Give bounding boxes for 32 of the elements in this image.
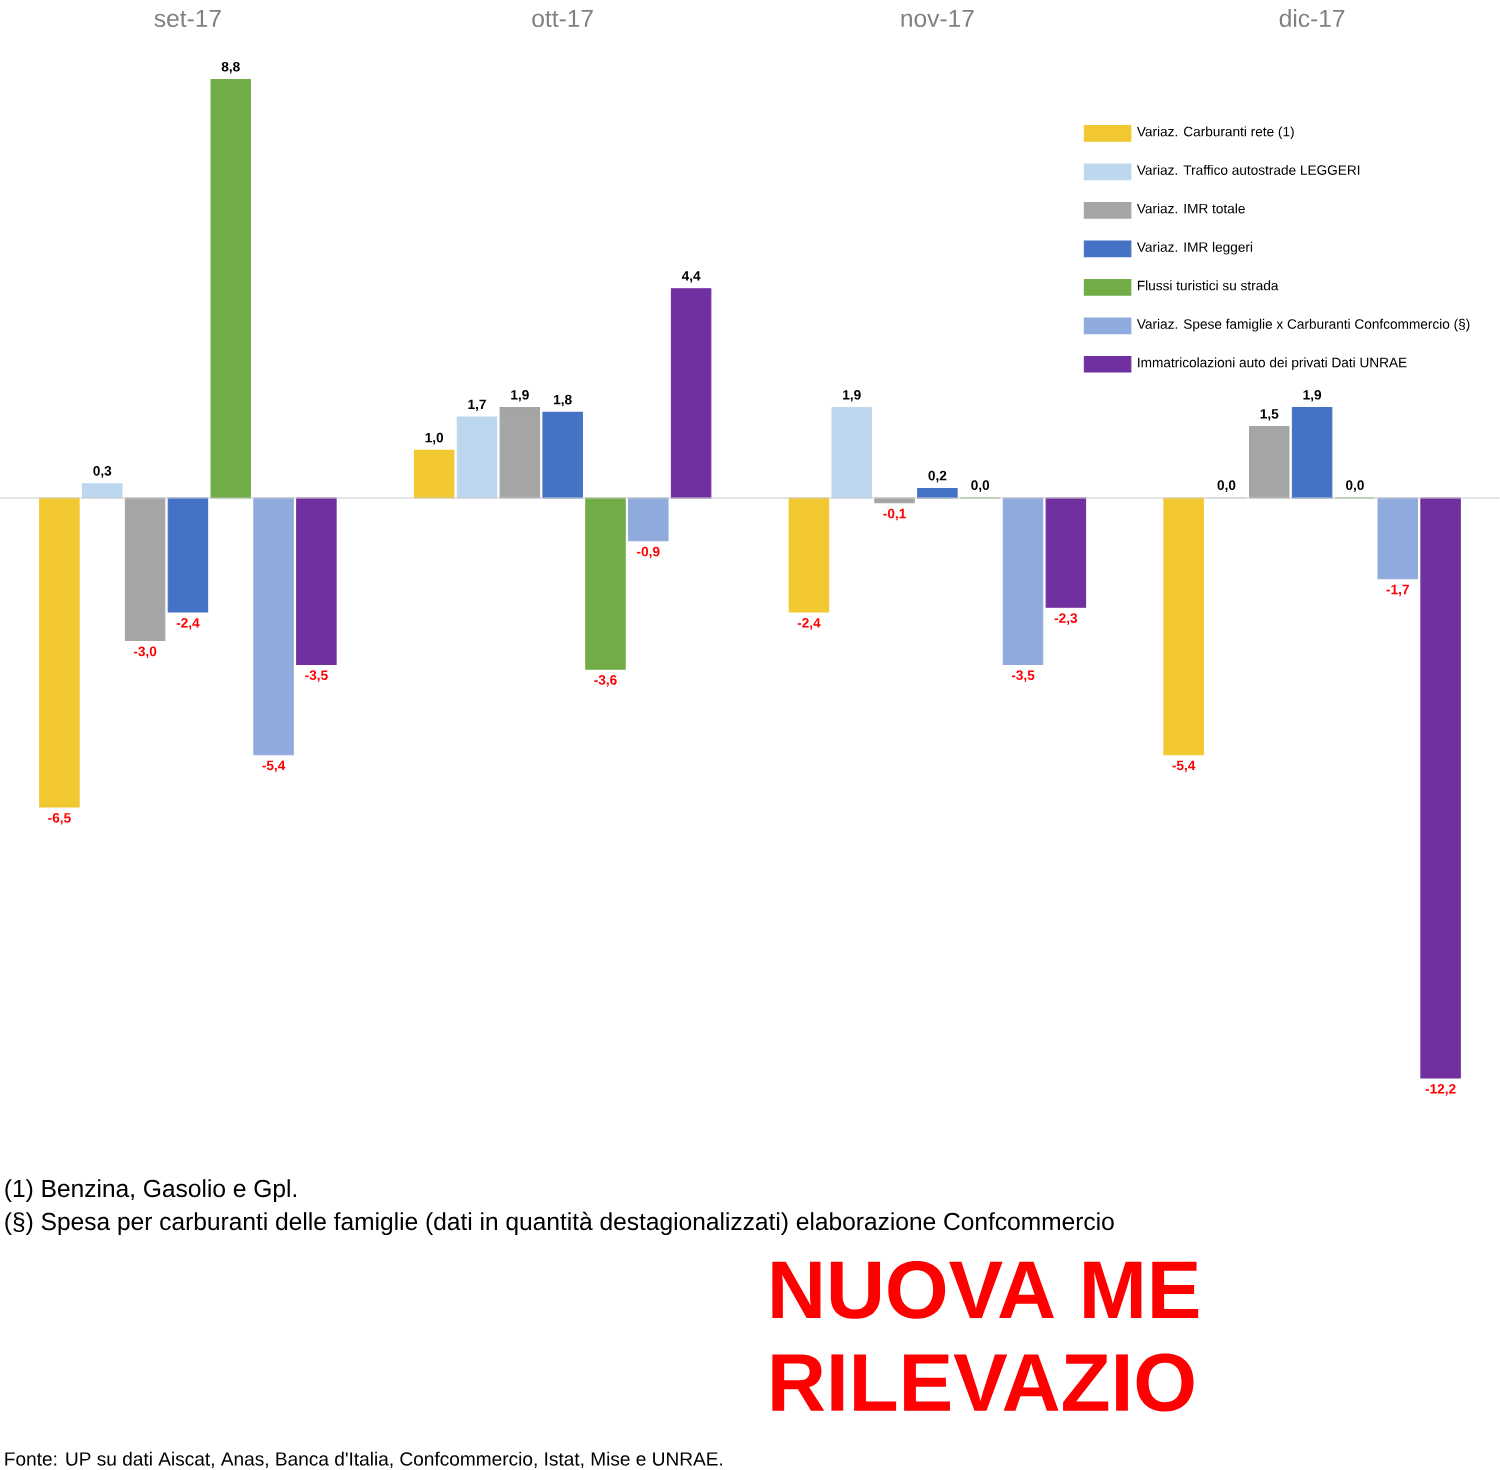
bar <box>253 497 294 755</box>
bar <box>1002 497 1044 665</box>
bar <box>542 411 583 499</box>
bar <box>413 449 455 499</box>
bar <box>1163 497 1204 755</box>
bar <box>1377 497 1419 579</box>
bar <box>1420 497 1461 1079</box>
bar <box>167 497 209 613</box>
bar <box>1291 406 1333 499</box>
bar <box>670 287 712 499</box>
bar <box>82 482 123 499</box>
bar <box>628 497 669 541</box>
bar <box>39 497 80 808</box>
bar <box>788 497 830 613</box>
bar <box>831 406 872 499</box>
bar <box>585 497 626 670</box>
bar <box>1045 497 1087 608</box>
text: (§) Spesa per carburanti delle famiglie (dati in quantità destagionalizzati) elaborazione Confcommercio <box>5 1211 1114 1235</box>
bar <box>124 497 166 641</box>
bar <box>456 416 498 499</box>
text: (1) Benzina, Gasolio e Gpl. <box>5 1178 297 1202</box>
bar <box>499 406 541 499</box>
bar <box>210 78 251 499</box>
text: NUOVA ME <box>772 1260 1199 1319</box>
source-note: Fonte: UP su dati Aiscat, Anas, Banca d'Italia, Confcommercio, Istat, Mise e UNRAE. <box>5 1451 723 1468</box>
x-tick-label: dic-17 <box>1279 8 1345 27</box>
x-tick-label: set-17 <box>154 9 221 27</box>
bar <box>296 497 337 665</box>
x-tick-label: ott-17 <box>532 9 593 27</box>
text: RILEVAZIO <box>772 1353 1194 1412</box>
x-tick-label: nov-17 <box>901 9 974 27</box>
bar <box>1249 425 1290 499</box>
